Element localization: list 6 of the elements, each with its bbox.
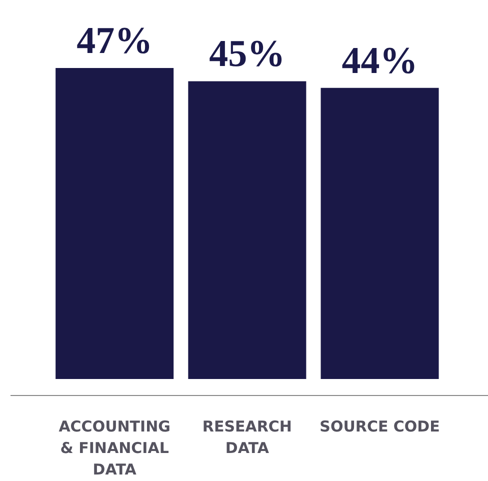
data-label: 45% bbox=[209, 33, 286, 76]
data-label: 44% bbox=[342, 40, 418, 82]
x-tick-label: ACCOUNTING & FINANCIAL DATA bbox=[58, 418, 170, 479]
x-tick-label: SOURCE CODE bbox=[320, 418, 440, 436]
data-label: 47% bbox=[76, 20, 153, 62]
x-tick-label: RESEARCH DATA bbox=[202, 418, 292, 458]
